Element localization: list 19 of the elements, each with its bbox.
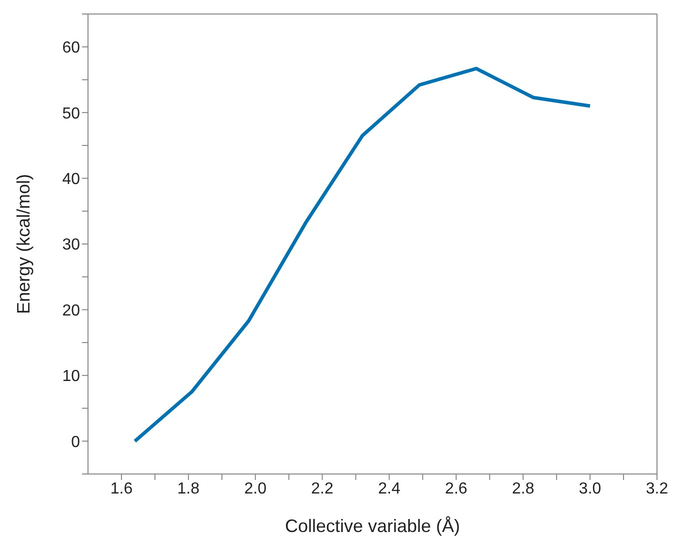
y-axis-title: Energy (kcal/mol)	[13, 174, 34, 314]
y-tick-label: 50	[62, 105, 80, 122]
x-tick-label: 2.6	[445, 480, 468, 498]
y-tick-label: 10	[62, 368, 80, 386]
x-tick-label: 1.8	[177, 480, 200, 498]
y-tick-label: 20	[62, 302, 80, 320]
line-series	[133, 66, 592, 443]
y-tick-label: 30	[62, 236, 80, 254]
x-tick-label: 2.2	[311, 480, 334, 498]
x-tick-label: 3.2	[646, 480, 668, 498]
y-tick-label: 60	[62, 40, 80, 57]
y-tick-label: 0	[71, 434, 80, 451]
x-tick-label: 2.8	[512, 480, 534, 498]
x-axis-title: Collective variable (Å)	[284, 516, 460, 536]
x-tick-label: 2.4	[378, 480, 400, 498]
text: 2.0	[244, 480, 266, 498]
x-tick-label: 3.0	[578, 480, 602, 498]
x-tick-label: 1.6	[110, 480, 133, 498]
y-tick-label: 40	[62, 170, 80, 188]
